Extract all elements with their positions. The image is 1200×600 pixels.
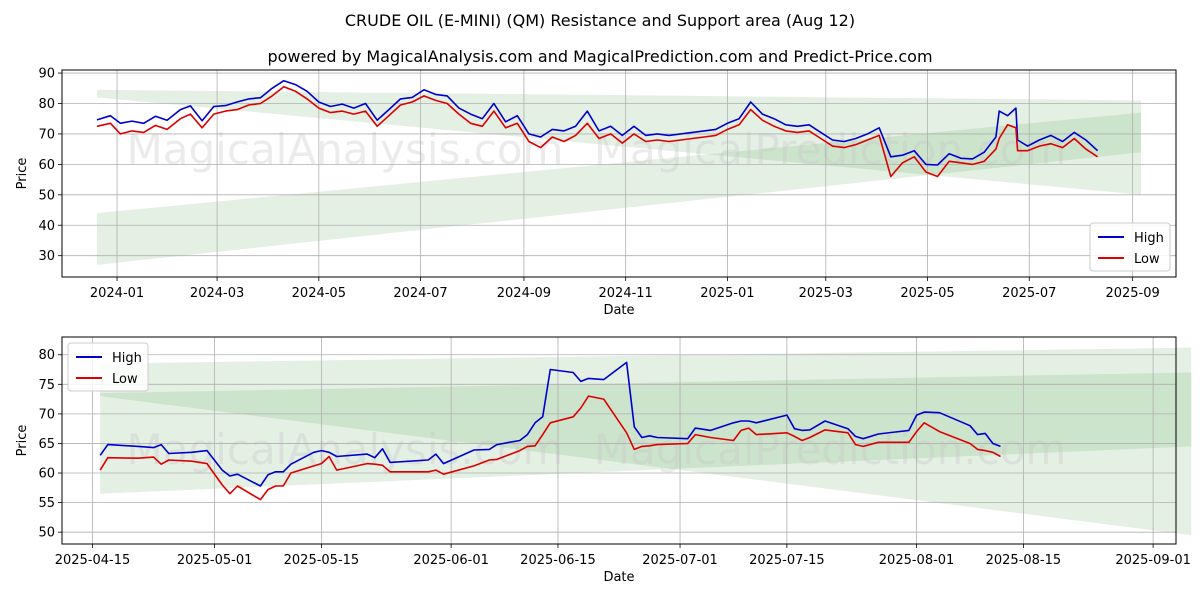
x-tick-label: 2024-11 bbox=[599, 286, 653, 301]
watermark-text: MagicalPrediction.com bbox=[594, 125, 1067, 174]
y-axis-label: Price bbox=[15, 425, 30, 457]
x-tick-label: 2025-09-01 bbox=[1115, 553, 1191, 568]
y-axis-label: Price bbox=[15, 158, 30, 190]
y-tick-label: 60 bbox=[38, 158, 55, 173]
series-line-low bbox=[96, 85, 1099, 178]
support-band bbox=[97, 112, 1141, 265]
x-tick-label: 2025-05-01 bbox=[177, 553, 253, 568]
x-tick-label: 2024-01 bbox=[90, 286, 144, 301]
bottom-chart: MagicalAnalysis.com MagicalPrediction.com… bbox=[15, 336, 1192, 585]
y-tick-label: 65 bbox=[38, 437, 55, 452]
x-tick-label: 2025-01 bbox=[700, 286, 754, 301]
legend-label-high: High bbox=[1134, 231, 1164, 246]
x-tick-label: 2024-07 bbox=[393, 286, 447, 301]
x-tick-label: 2025-09 bbox=[1105, 286, 1159, 301]
x-tick-label: 2025-08-01 bbox=[879, 553, 955, 568]
y-tick-label: 80 bbox=[38, 348, 55, 363]
x-tick-label: 2025-06-15 bbox=[520, 553, 596, 568]
y-tick-label: 80 bbox=[38, 97, 55, 112]
y-tick-label: 90 bbox=[38, 67, 55, 82]
x-tick-label: 2024-09 bbox=[497, 286, 551, 301]
y-tick-label: 70 bbox=[38, 407, 55, 422]
x-tick-label: 2024-05 bbox=[292, 286, 346, 301]
y-tick-label: 55 bbox=[38, 496, 55, 511]
resistance-band bbox=[97, 89, 1141, 195]
y-tick-label: 70 bbox=[38, 127, 55, 142]
x-tick-label: 2025-07 bbox=[1002, 286, 1056, 301]
x-tick-label: 2025-06-01 bbox=[413, 553, 489, 568]
legend: High Low bbox=[67, 342, 149, 392]
x-axis-label: Date bbox=[603, 303, 634, 318]
y-tick-label: 75 bbox=[38, 378, 55, 393]
y-tick-label: 60 bbox=[38, 467, 55, 482]
plot-frame bbox=[61, 69, 1177, 278]
watermark-text: MagicalPrediction.com bbox=[594, 425, 1067, 474]
series-line-high bbox=[99, 361, 1001, 487]
legend-label-low: Low bbox=[1134, 252, 1160, 267]
y-tick-label: 40 bbox=[38, 219, 55, 234]
watermark-text: MagicalAnalysis.com bbox=[127, 125, 564, 174]
chart-title: CRUDE OIL (E-MINI) (QM) Resistance and S… bbox=[345, 11, 855, 30]
y-tick-label: 50 bbox=[38, 526, 55, 541]
resistance-band bbox=[100, 347, 1192, 536]
x-tick-label: 2025-05-15 bbox=[284, 553, 360, 568]
watermark-text: MagicalAnalysis.com bbox=[127, 425, 564, 474]
series-line-high bbox=[96, 79, 1099, 166]
x-axis-label: Date bbox=[603, 570, 634, 585]
x-tick-label: 2025-04-15 bbox=[55, 553, 131, 568]
x-tick-label: 2025-07-15 bbox=[749, 553, 825, 568]
series-line-low bbox=[99, 395, 1001, 501]
x-tick-label: 2025-07-01 bbox=[642, 553, 718, 568]
legend: High Low bbox=[1089, 222, 1171, 272]
plot-frame bbox=[61, 336, 1177, 545]
y-tick-label: 30 bbox=[38, 249, 55, 264]
chart-subtitle: powered by MagicalAnalysis.com and Magic… bbox=[267, 47, 932, 66]
legend-label-low: Low bbox=[112, 372, 138, 387]
top-chart: MagicalAnalysis.com MagicalPrediction.com… bbox=[15, 67, 1177, 318]
legend-label-high: High bbox=[112, 351, 142, 366]
x-tick-label: 2025-05 bbox=[900, 286, 954, 301]
y-tick-label: 50 bbox=[38, 188, 55, 203]
x-tick-label: 2025-03 bbox=[799, 286, 853, 301]
x-tick-label: 2024-03 bbox=[190, 286, 244, 301]
x-tick-label: 2025-08-15 bbox=[986, 553, 1062, 568]
